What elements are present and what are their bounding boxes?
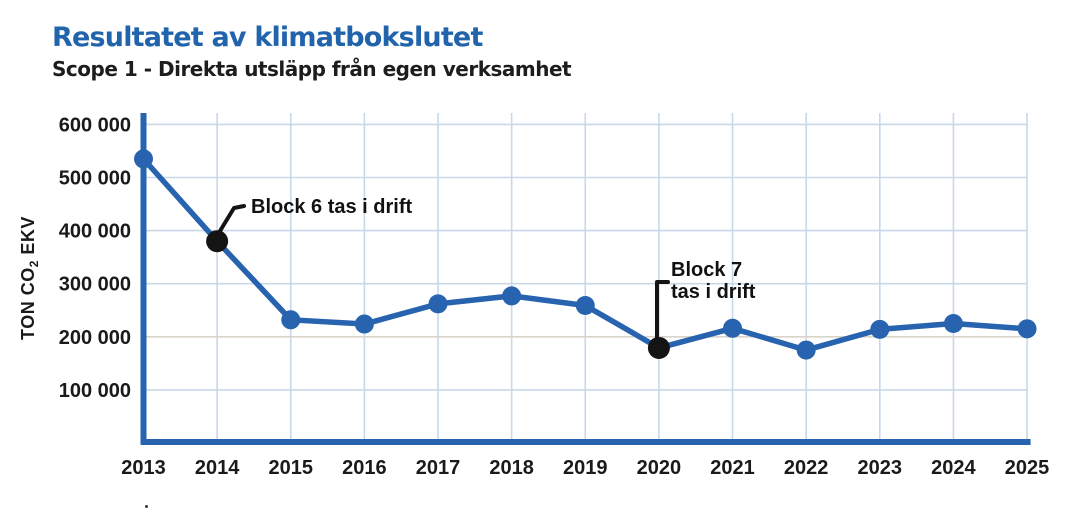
x-tick-label-2015: 2015	[269, 457, 314, 479]
chart-subtitle: Scope 1 - Direkta utsläpp från egen verk…	[52, 57, 572, 81]
x-axis-line	[140, 439, 1031, 445]
data-point-2019	[575, 295, 595, 315]
data-point-2025	[1017, 319, 1037, 339]
x-tick-label-2024: 2024	[931, 457, 976, 479]
x-tick-label-2025: 2025	[1005, 457, 1050, 479]
data-point-2015	[281, 310, 301, 330]
data-point-2024	[943, 314, 963, 334]
y-tick-label-400000: 400 000	[59, 221, 131, 243]
y-tick-label-300000: 300 000	[59, 274, 131, 296]
x-tick-label-2013: 2013	[121, 457, 166, 479]
annotation-leader-2014	[218, 204, 246, 233]
annotation-label-2020-line1: Block 7	[671, 259, 742, 281]
data-point-2017	[428, 294, 448, 314]
data-point-2016	[354, 314, 374, 334]
y-tick-label-200000: 200 000	[59, 327, 131, 349]
x-tick-label-2023: 2023	[858, 457, 903, 479]
y-axis-title: TON CO2 EKV	[18, 216, 41, 340]
x-tick-label-2019: 2019	[563, 457, 608, 479]
x-tick-label-2020: 2020	[637, 457, 682, 479]
y-tick-label-100000: 100 000	[59, 380, 131, 402]
data-point-2023	[870, 319, 890, 339]
page-title: Resultatet av klimatbokslutet	[52, 22, 483, 53]
y-tick-label-500000: 500 000	[59, 168, 131, 190]
data-point-2022	[796, 340, 816, 360]
stray-dot	[145, 505, 148, 508]
x-tick-label-2021: 2021	[710, 457, 755, 479]
annotation-label-2020-line2: tas i drift	[671, 281, 756, 303]
x-tick-label-2022: 2022	[784, 457, 829, 479]
y-axis-line	[140, 113, 147, 445]
x-tick-label-2016: 2016	[342, 457, 387, 479]
x-tick-label-2017: 2017	[416, 457, 461, 479]
data-point-2018	[502, 286, 522, 306]
data-point-2014	[206, 230, 229, 253]
data-point-2013	[134, 149, 153, 169]
x-tick-label-2014: 2014	[195, 457, 240, 479]
data-point-2021	[723, 318, 743, 338]
data-point-2020	[647, 336, 670, 359]
x-tick-label-2018: 2018	[489, 457, 534, 479]
y-tick-label-600000: 600 000	[59, 114, 131, 136]
annotation-label-2014-line1: Block 6 tas i drift	[251, 196, 412, 218]
annotation-leader-2020	[655, 280, 670, 340]
